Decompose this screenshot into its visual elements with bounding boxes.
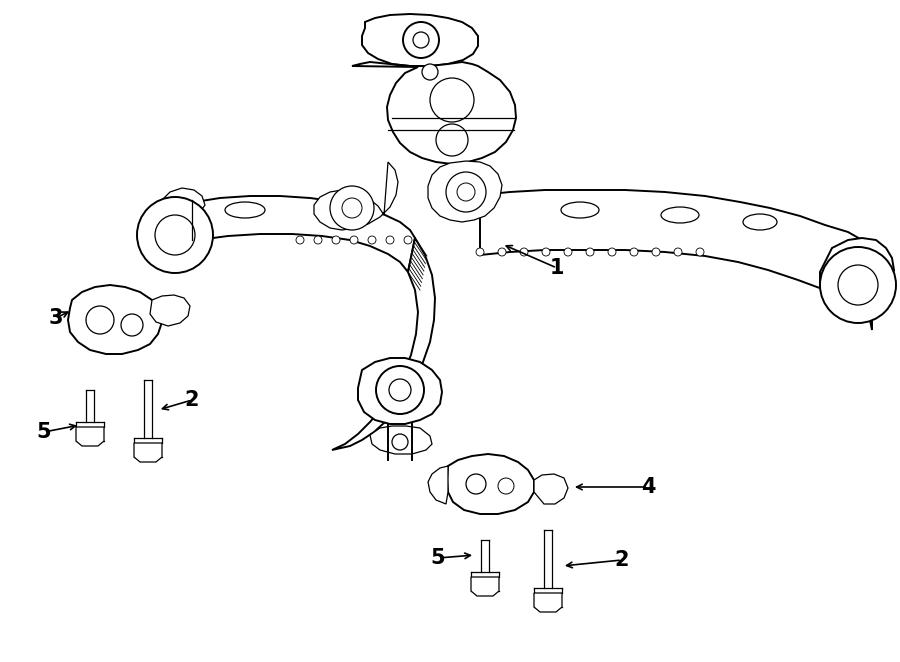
Circle shape xyxy=(332,236,340,244)
Circle shape xyxy=(498,478,514,494)
Circle shape xyxy=(342,198,362,218)
Circle shape xyxy=(422,64,438,80)
Polygon shape xyxy=(314,162,398,230)
Polygon shape xyxy=(162,188,205,216)
Polygon shape xyxy=(134,443,162,462)
Circle shape xyxy=(466,474,486,494)
Circle shape xyxy=(838,265,878,305)
Circle shape xyxy=(564,248,572,256)
Polygon shape xyxy=(447,454,534,514)
Circle shape xyxy=(350,236,358,244)
Polygon shape xyxy=(428,161,502,222)
Circle shape xyxy=(820,247,896,323)
Circle shape xyxy=(392,434,408,450)
Text: 5: 5 xyxy=(37,422,51,442)
Circle shape xyxy=(476,248,484,256)
Text: 5: 5 xyxy=(431,548,446,568)
Circle shape xyxy=(330,186,374,230)
Polygon shape xyxy=(480,190,872,330)
Circle shape xyxy=(674,248,682,256)
Text: 1: 1 xyxy=(550,258,564,278)
Circle shape xyxy=(696,248,704,256)
Polygon shape xyxy=(534,593,562,612)
Polygon shape xyxy=(68,285,162,354)
Polygon shape xyxy=(534,474,568,504)
Circle shape xyxy=(608,248,616,256)
Polygon shape xyxy=(150,295,190,326)
Circle shape xyxy=(368,236,376,244)
Circle shape xyxy=(296,236,304,244)
Circle shape xyxy=(413,32,429,48)
Ellipse shape xyxy=(743,214,777,230)
Polygon shape xyxy=(370,426,432,454)
Circle shape xyxy=(457,183,475,201)
Polygon shape xyxy=(160,196,415,272)
Polygon shape xyxy=(820,238,894,310)
Circle shape xyxy=(155,215,195,255)
Circle shape xyxy=(436,124,468,156)
Circle shape xyxy=(403,22,439,58)
Polygon shape xyxy=(332,238,435,450)
Circle shape xyxy=(389,379,411,401)
Circle shape xyxy=(404,236,412,244)
Text: 2: 2 xyxy=(615,550,629,570)
Text: 2: 2 xyxy=(184,390,199,410)
Circle shape xyxy=(86,306,114,334)
Ellipse shape xyxy=(661,207,699,223)
Circle shape xyxy=(630,248,638,256)
Circle shape xyxy=(121,314,143,336)
Circle shape xyxy=(542,248,550,256)
Circle shape xyxy=(498,248,506,256)
Polygon shape xyxy=(471,577,499,596)
Circle shape xyxy=(652,248,660,256)
Circle shape xyxy=(314,236,322,244)
Polygon shape xyxy=(362,14,478,66)
Circle shape xyxy=(586,248,594,256)
Circle shape xyxy=(137,197,213,273)
Circle shape xyxy=(520,248,528,256)
Polygon shape xyxy=(428,466,448,504)
Ellipse shape xyxy=(561,202,599,218)
Circle shape xyxy=(430,78,474,122)
Polygon shape xyxy=(358,358,442,424)
Polygon shape xyxy=(352,62,516,164)
Text: 3: 3 xyxy=(49,308,63,328)
Circle shape xyxy=(446,172,486,212)
Ellipse shape xyxy=(225,202,265,218)
Circle shape xyxy=(386,236,394,244)
Text: 4: 4 xyxy=(641,477,655,497)
Circle shape xyxy=(376,366,424,414)
Polygon shape xyxy=(76,427,104,446)
